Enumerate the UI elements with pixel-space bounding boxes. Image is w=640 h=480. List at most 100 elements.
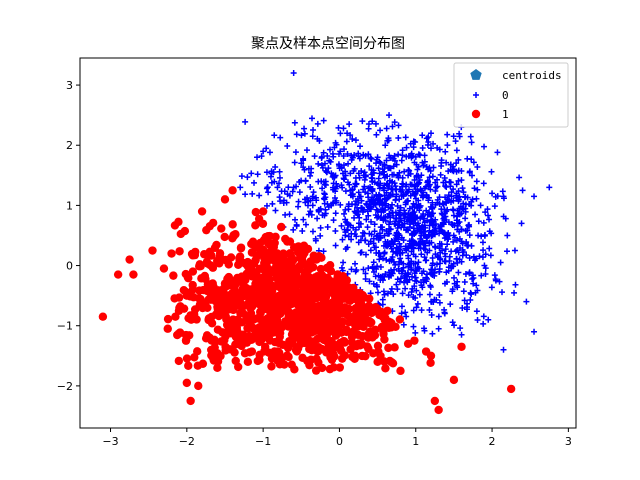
data-point-cluster-0 [421, 228, 428, 235]
data-point-cluster-0 [362, 173, 369, 180]
data-point-cluster-1 [274, 351, 283, 361]
data-point-cluster-1 [339, 337, 348, 346]
data-point-cluster-0 [263, 202, 270, 209]
data-point-cluster-0 [511, 289, 518, 296]
data-point-cluster-0 [266, 149, 273, 156]
data-point-cluster-1 [220, 232, 229, 242]
data-point-cluster-0 [429, 260, 436, 267]
data-point-cluster-0 [351, 214, 358, 221]
data-point-cluster-0 [328, 202, 335, 209]
data-point-cluster-0 [471, 185, 478, 192]
data-point-cluster-0 [389, 171, 396, 178]
data-point-cluster-0 [390, 248, 397, 255]
data-point-cluster-0 [382, 271, 389, 278]
data-point-cluster-0 [481, 262, 488, 269]
data-point-cluster-0 [381, 250, 388, 257]
data-point-cluster-0 [418, 282, 425, 289]
data-point-cluster-0 [452, 248, 459, 255]
data-point-cluster-0 [427, 282, 434, 289]
data-point-cluster-0 [419, 159, 426, 166]
data-point-cluster-1 [410, 336, 419, 345]
data-point-cluster-0 [456, 218, 463, 225]
data-point-cluster-0 [474, 164, 481, 171]
data-point-cluster-0 [340, 125, 347, 132]
data-point-cluster-1 [426, 358, 435, 368]
data-point-cluster-1 [449, 375, 459, 385]
data-point-cluster-0 [443, 269, 450, 276]
data-point-cluster-0 [401, 207, 408, 214]
data-point-cluster-1 [322, 273, 332, 283]
data-point-cluster-0 [397, 275, 404, 282]
data-point-cluster-0 [263, 169, 270, 176]
data-point-cluster-0 [368, 187, 375, 194]
data-point-cluster-0 [389, 209, 396, 216]
data-point-cluster-0 [470, 280, 477, 287]
data-point-cluster-1 [284, 261, 294, 271]
data-point-cluster-0 [403, 277, 410, 284]
data-point-cluster-0 [345, 160, 352, 167]
data-point-cluster-0 [397, 215, 404, 222]
data-point-cluster-0 [271, 178, 278, 185]
data-point-cluster-0 [315, 160, 322, 167]
data-point-cluster-0 [298, 132, 305, 139]
data-point-cluster-1 [335, 363, 345, 372]
data-point-cluster-0 [455, 196, 462, 203]
data-point-cluster-0 [450, 207, 457, 214]
data-point-cluster-1 [205, 221, 215, 231]
data-point-cluster-0 [481, 143, 488, 150]
data-point-cluster-1 [270, 238, 279, 248]
data-point-cluster-0 [302, 221, 309, 228]
data-point-cluster-1 [277, 222, 286, 232]
data-point-cluster-0 [468, 139, 475, 146]
data-point-cluster-0 [403, 227, 410, 234]
data-point-cluster-0 [499, 289, 506, 296]
data-point-cluster-0 [417, 225, 424, 232]
data-point-cluster-0 [444, 142, 451, 149]
data-point-cluster-0 [388, 238, 395, 245]
data-point-cluster-0 [275, 180, 282, 187]
data-point-cluster-0 [377, 127, 384, 134]
data-point-cluster-0 [359, 118, 366, 125]
data-point-cluster-0 [477, 202, 484, 209]
data-point-cluster-0 [356, 214, 363, 221]
data-point-cluster-0 [405, 292, 412, 299]
data-point-cluster-1 [224, 272, 234, 282]
data-point-cluster-0 [479, 254, 486, 261]
data-point-cluster-0 [443, 159, 450, 166]
data-point-cluster-0 [412, 274, 419, 281]
data-point-cluster-0 [491, 272, 498, 279]
data-point-cluster-0 [447, 301, 454, 308]
data-point-cluster-0 [379, 202, 386, 209]
data-point-cluster-0 [412, 253, 419, 260]
data-point-cluster-0 [450, 260, 457, 267]
data-point-cluster-0 [384, 180, 391, 187]
data-point-cluster-1 [304, 338, 314, 348]
data-point-cluster-0 [358, 205, 365, 212]
data-point-cluster-0 [307, 172, 314, 179]
data-point-cluster-0 [314, 215, 321, 222]
data-point-cluster-1 [222, 305, 231, 315]
data-point-cluster-0 [402, 183, 409, 190]
data-point-cluster-1 [283, 237, 292, 246]
data-point-cluster-0 [355, 189, 362, 196]
data-point-cluster-0 [546, 184, 553, 191]
data-point-cluster-0 [448, 221, 455, 228]
data-point-cluster-0 [285, 184, 292, 191]
data-point-cluster-1 [234, 339, 243, 349]
data-point-cluster-0 [387, 192, 394, 199]
data-point-cluster-0 [434, 183, 441, 190]
legend-entries: centroids 0 1 [470, 69, 562, 121]
data-point-cluster-0 [418, 232, 425, 239]
data-point-cluster-0 [454, 259, 461, 266]
data-point-cluster-0 [488, 168, 495, 175]
data-point-cluster-0 [476, 253, 483, 260]
data-point-cluster-1 [506, 384, 516, 394]
data-point-cluster-0 [475, 232, 482, 239]
data-point-cluster-0 [277, 134, 284, 141]
data-point-cluster-0 [457, 325, 464, 332]
data-point-cluster-0 [340, 153, 347, 160]
data-point-cluster-0 [420, 211, 427, 218]
data-point-cluster-1 [215, 249, 225, 258]
data-point-cluster-0 [410, 307, 417, 314]
data-point-cluster-1 [267, 286, 277, 296]
